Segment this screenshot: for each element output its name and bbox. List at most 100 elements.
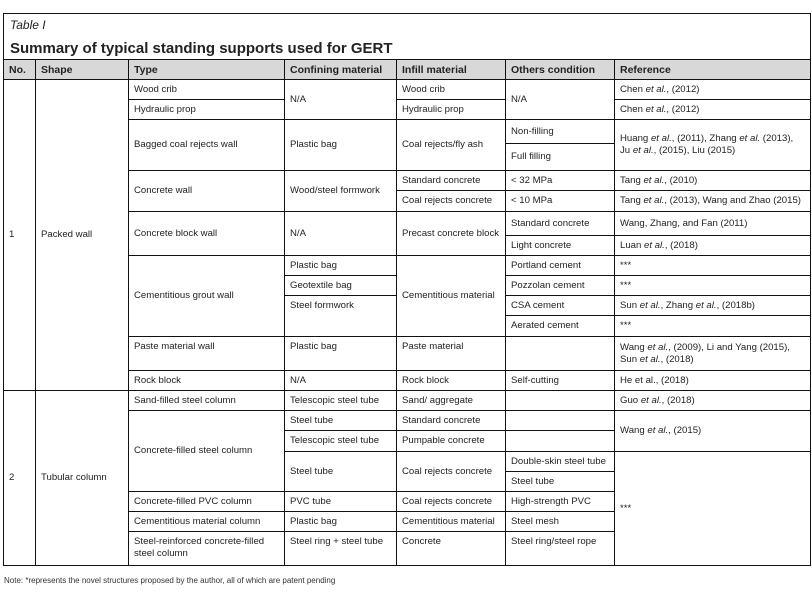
- table-cell: Concrete: [396, 531, 506, 566]
- table-cell: Portland cement: [505, 255, 615, 276]
- table-cell: Guo et al., (2018): [614, 390, 811, 411]
- table-cell: Hydraulic prop: [128, 99, 285, 120]
- table-cell: Wood crib: [128, 79, 285, 100]
- table-row: Concrete-filled PVC column PVC tube Coal r…: [4, 491, 811, 512]
- table-cell: Standard concrete: [396, 170, 506, 191]
- table-cell: Coal rejects concrete: [396, 451, 506, 492]
- table-cell: Cementitious material: [396, 511, 506, 532]
- table-cell: Rock block: [128, 370, 285, 391]
- table-row: 1 Packed wall Wood crib N/A Wood crib N/A Chen…: [3, 79, 811, 391]
- table-cell: N/A: [284, 79, 397, 120]
- table-cell: Wang et al., (2009), Li and Yang (2015),…: [614, 336, 811, 371]
- table-cell: Pozzolan cement: [505, 275, 615, 296]
- table-cell: Sun et al., Zhang et al., (2018b): [614, 295, 811, 316]
- table-row: Light concrete Luan et al., (2018): [4, 235, 811, 256]
- table-row: Steel tube Coal rejects concrete Double-sk…: [4, 451, 811, 566]
- column-header: Shape: [35, 59, 129, 80]
- table-cell: Aerated cement: [505, 315, 615, 337]
- table-cell: Standard concrete: [505, 211, 615, 236]
- table-cell: Precast concrete block: [396, 211, 506, 256]
- table-cell: Cementitious material: [396, 255, 506, 337]
- table-cell: Cementitious material column: [128, 511, 285, 532]
- table-row: Cementitious material column Plastic bag C…: [4, 511, 811, 532]
- table-cell: Plastic bag: [284, 119, 397, 171]
- column-header: Type: [128, 59, 285, 80]
- table-cell: N/A: [505, 79, 615, 120]
- column-header: Others condition: [505, 59, 615, 80]
- table-cell: N/A: [284, 211, 397, 256]
- column-header: Confining material: [284, 59, 397, 80]
- column-header: No.: [3, 59, 36, 80]
- table-row: Hydraulic prop Hydraulic prop Chen et al.,…: [4, 99, 811, 120]
- table-cell: Wood/steel formwork: [284, 170, 397, 212]
- table-row: Paste material wall Plastic bag Paste mate…: [4, 336, 811, 371]
- table-cell: 2: [3, 390, 36, 566]
- table-cell: Full filling: [505, 143, 615, 171]
- table-cell: Standard concrete: [396, 410, 506, 431]
- table-cell: Sand-filled steel column: [128, 390, 285, 411]
- table-row: Concrete wall Wood/steel formwork Standard…: [4, 170, 811, 212]
- table-cell: ***: [614, 255, 811, 276]
- table-cell: Steel mesh: [505, 511, 615, 532]
- table-cell: Non-filling: [505, 119, 615, 144]
- table-row: Geotextile bag Pozzolan cement ***: [4, 275, 811, 296]
- table-cell: Bagged coal rejects wall: [128, 119, 285, 171]
- table-cell: Geotextile bag: [284, 275, 397, 296]
- table-cell: Tubular column: [35, 390, 129, 566]
- table-cell: 1: [3, 79, 36, 391]
- table-frame: Table I Summary of typical standing supp…: [3, 13, 811, 63]
- table-cell: Steel ring/steel rope: [505, 531, 615, 566]
- table-cell: Steel tube: [284, 410, 397, 431]
- table-cell: Tang et al., (2013), Wang and Zhao (2015…: [614, 190, 811, 212]
- table-cell: Packed wall: [35, 79, 129, 391]
- table-title: Summary of typical standing supports use…: [10, 40, 393, 57]
- table-cell: High-strength PVC: [505, 491, 615, 512]
- table-cell: He et al., (2018): [614, 370, 811, 391]
- header-row: No. Shape Type Confining material Infill mat…: [3, 59, 811, 80]
- table-cell: [505, 410, 615, 431]
- table-cell: Concrete wall: [128, 170, 285, 212]
- table-cell: Luan et al., (2018): [614, 235, 811, 256]
- table-cell: ***: [614, 275, 811, 296]
- table-cell: [505, 336, 615, 371]
- table-row: Telescopic steel tube Pumpable concrete: [4, 430, 811, 452]
- table-row: Concrete-filled steel column Steel tube St…: [4, 410, 811, 492]
- table-cell: Telescopic steel tube: [284, 430, 397, 452]
- table-cell: Concrete block wall: [128, 211, 285, 256]
- table-cell: Paste material wall: [128, 336, 285, 371]
- table-cell: Steel ring + steel tube: [284, 531, 397, 566]
- table-cell: [505, 430, 615, 452]
- table-row: Rock block N/A Rock block Self-cutting He et…: [4, 370, 811, 391]
- table-cell: < 32 MPa: [505, 170, 615, 191]
- table-cell: Sand/ aggregate: [396, 390, 506, 411]
- table-cell: Tang et al., (2010): [614, 170, 811, 191]
- table-cell: Hydraulic prop: [396, 99, 506, 120]
- table-cell: Concrete-filled PVC column: [128, 491, 285, 512]
- supports-table: No. Shape Type Confining material Infill mat…: [3, 59, 811, 566]
- table-cell: [505, 390, 615, 411]
- table-cell: Coal rejects/fly ash: [396, 119, 506, 171]
- table-cell: Chen et al., (2012): [614, 79, 811, 100]
- table-cell: Coal rejects concrete: [396, 190, 506, 212]
- table-cell: Wang et al., (2015): [614, 410, 811, 452]
- table-cell: PVC tube: [284, 491, 397, 512]
- table-cell: ***: [614, 451, 811, 566]
- table-cell: Wang, Zhang, and Fan (2011): [614, 211, 811, 236]
- table-cell: Cementitious grout wall: [128, 255, 285, 337]
- table-cell: ***: [614, 315, 811, 337]
- table-cell: Paste material: [396, 336, 506, 371]
- table-cell: Wood crib: [396, 79, 506, 100]
- table-cell: Steel tube: [505, 471, 615, 492]
- column-header: Reference: [614, 59, 811, 80]
- table-cell: Pumpable concrete: [396, 430, 506, 452]
- table-cell: Plastic bag: [284, 255, 397, 276]
- table-cell: Self-cutting: [505, 370, 615, 391]
- table-cell: Plastic bag: [284, 511, 397, 532]
- table-cell: Light concrete: [505, 235, 615, 256]
- table-cell: Concrete-filled steel column: [128, 410, 285, 492]
- table-cell: Chen et al., (2012): [614, 99, 811, 120]
- table-cell: N/A: [284, 370, 397, 391]
- table-cell: Telescopic steel tube: [284, 390, 397, 411]
- table-note: Note: *represents the novel structures p…: [4, 576, 336, 585]
- table-cell: Plastic bag: [284, 336, 397, 371]
